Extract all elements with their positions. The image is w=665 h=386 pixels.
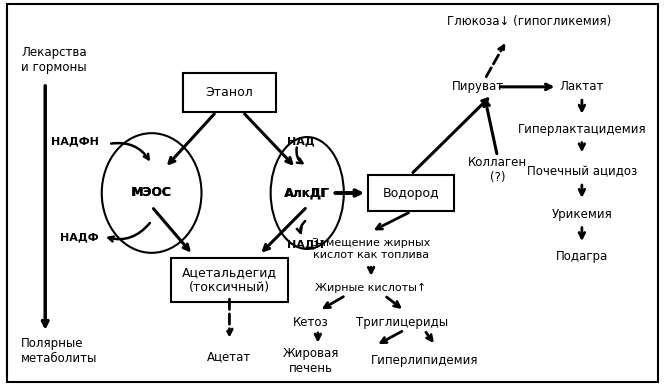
Text: Лактат: Лактат: [560, 80, 604, 93]
Text: Ацетат: Ацетат: [207, 350, 251, 364]
Text: АлкДГ: АлкДГ: [284, 186, 331, 200]
Text: Кетоз: Кетоз: [293, 316, 329, 329]
Text: Подагра: Подагра: [556, 250, 608, 263]
Text: Гиперлактацидемия: Гиперлактацидемия: [517, 123, 646, 136]
Text: Гиперлипидемия: Гиперлипидемия: [370, 354, 478, 367]
Text: НАДФН: НАДФН: [51, 136, 98, 146]
Text: Глюкоза↓ (гипогликемия): Глюкоза↓ (гипогликемия): [447, 15, 610, 28]
Text: Почечный ацидоз: Почечный ацидоз: [527, 165, 637, 178]
Text: МЭОС: МЭОС: [131, 186, 172, 200]
Text: Водород: Водород: [382, 186, 440, 200]
Text: Замещение жирных
кислот как топлива: Замещение жирных кислот как топлива: [312, 238, 430, 260]
Text: НАД: НАД: [287, 136, 315, 146]
Text: АлкДГ: АлкДГ: [285, 186, 329, 200]
FancyBboxPatch shape: [368, 174, 454, 212]
Text: Триглицериды: Триглицериды: [356, 316, 448, 329]
Text: НАДФ: НАДФ: [60, 232, 98, 242]
Text: Жирные кислоты↑: Жирные кислоты↑: [315, 283, 427, 293]
FancyBboxPatch shape: [171, 258, 287, 302]
Text: Лекарства
и гормоны: Лекарства и гормоны: [21, 46, 87, 74]
Text: Ацетальдегид
(токсичный): Ацетальдегид (токсичный): [182, 266, 277, 294]
Text: Коллаген
(?): Коллаген (?): [468, 156, 527, 184]
Text: Полярные
метаболиты: Полярные метаболиты: [21, 337, 98, 365]
Text: МЭОС: МЭОС: [132, 186, 172, 200]
FancyBboxPatch shape: [183, 73, 276, 112]
Text: Пируват: Пируват: [452, 80, 503, 93]
Text: Урикемия: Урикемия: [551, 208, 612, 221]
Text: Этанол: Этанол: [205, 86, 253, 99]
Text: Жировая
печень: Жировая печень: [283, 347, 339, 375]
Text: НАДН: НАДН: [287, 239, 325, 249]
